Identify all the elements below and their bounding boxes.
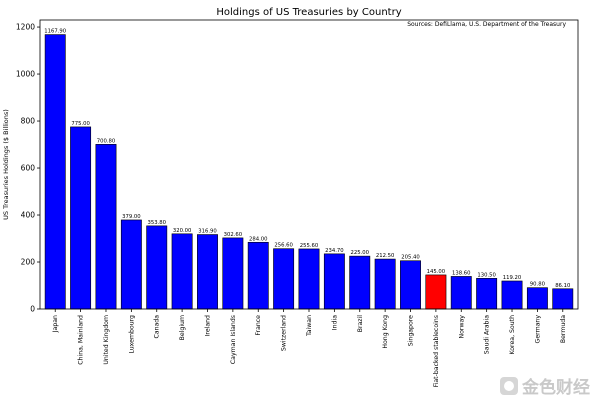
data-label: 212.50 <box>376 253 395 259</box>
data-label: 119.20 <box>503 275 522 281</box>
x-tick-label: Hong Kong <box>382 315 389 349</box>
bar <box>222 237 244 310</box>
bar <box>476 278 498 310</box>
x-tick-label: France <box>255 315 262 336</box>
y-axis-label: US Treasuries Holdings ($ Billions) <box>2 109 10 220</box>
bar <box>273 248 295 310</box>
bar <box>374 258 396 310</box>
y-tick-label: 600 <box>21 164 36 173</box>
data-label: 316.90 <box>198 229 217 235</box>
data-label: 205.40 <box>401 255 420 261</box>
data-label: 302.60 <box>224 232 243 238</box>
x-tick-label: Korea, South <box>509 315 516 355</box>
x-tick-label: Brazil <box>357 315 364 333</box>
data-label: 130.50 <box>477 272 496 278</box>
source-note: Sources: DefiLlama, U.S. Department of t… <box>407 21 566 28</box>
y-tick-label: 200 <box>21 258 36 267</box>
y-tick-label: 800 <box>21 117 36 126</box>
bar <box>44 34 66 310</box>
data-label: 775.00 <box>71 121 90 127</box>
bar <box>146 225 168 310</box>
x-tick-label: Belgium <box>179 315 186 340</box>
bar <box>95 144 117 310</box>
x-tick-label: Luxembourg <box>128 315 135 354</box>
y-tick-label: 400 <box>21 211 36 220</box>
data-label: 255.60 <box>300 243 319 249</box>
y-tick-label: 1200 <box>16 23 35 32</box>
x-tick-label: Canada <box>154 315 161 339</box>
bar <box>298 248 320 310</box>
x-tick-label: Germany <box>534 315 541 344</box>
data-label: 234.70 <box>325 248 344 254</box>
x-tick-label: United Kingdom <box>103 315 110 365</box>
data-label: 86.10 <box>555 283 571 289</box>
x-tick-label: Taiwan <box>306 315 313 337</box>
watermark: 金色财经 <box>500 373 590 398</box>
bar <box>247 241 269 310</box>
bar <box>171 233 193 310</box>
bar <box>526 287 548 310</box>
data-label: 284.00 <box>249 236 268 242</box>
data-label: 145.00 <box>427 269 446 275</box>
bar <box>323 253 345 310</box>
y-tick-label: 1000 <box>16 70 35 79</box>
data-label: 138.60 <box>452 270 471 276</box>
data-label: 90.80 <box>530 282 546 288</box>
x-tick-label: Cayman Islands <box>230 315 237 364</box>
bar <box>501 280 523 310</box>
bar <box>70 126 92 310</box>
y-tick-label: 0 <box>30 305 35 314</box>
bar <box>450 276 472 310</box>
data-label: 1167.90 <box>44 29 67 35</box>
data-label: 379.00 <box>122 214 141 220</box>
data-label: 320.00 <box>173 228 192 234</box>
chart-title: Holdings of US Treasuries by Country <box>216 7 401 18</box>
x-tick-label: China, Mainland <box>78 315 85 365</box>
plot-frame <box>39 19 579 310</box>
data-label: 353.80 <box>147 220 166 226</box>
bar <box>349 255 371 310</box>
x-tick-label: Ireland <box>204 315 211 336</box>
data-label: 700.80 <box>97 138 116 144</box>
coin-logo-icon <box>500 376 518 395</box>
bar <box>120 219 142 310</box>
x-tick-label: Switzerland <box>281 315 288 351</box>
bar <box>552 288 574 310</box>
bar <box>400 260 421 310</box>
x-tick-label: Singapore <box>408 315 415 346</box>
data-label: 225.00 <box>350 250 369 256</box>
watermark-text: 金色财经 <box>522 378 590 398</box>
x-tick-label: Bermuda <box>560 315 567 343</box>
x-tick-label: India <box>331 315 338 330</box>
x-tick-label: Japan <box>52 315 59 333</box>
bar <box>197 234 218 310</box>
x-tick-label: Fiat-backed stablecoins <box>433 315 440 387</box>
bar <box>425 274 447 310</box>
data-label: 256.60 <box>274 243 293 249</box>
x-tick-label: Norway <box>458 315 465 339</box>
x-tick-label: Saudi Arabia <box>484 315 491 354</box>
